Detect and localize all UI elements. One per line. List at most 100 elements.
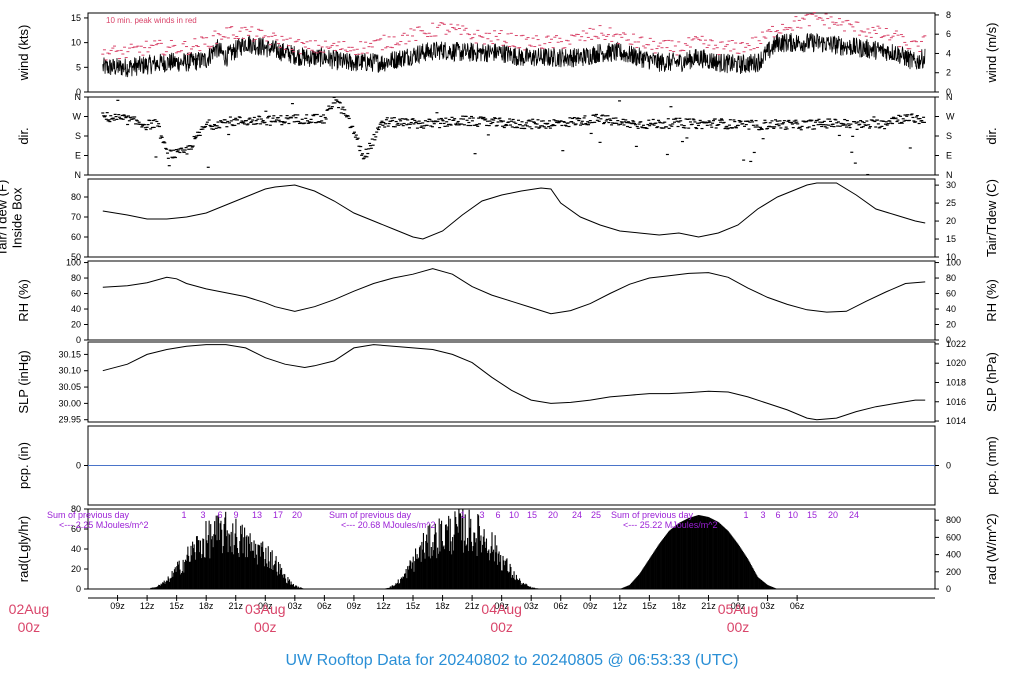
x-tick-label: 00z [258,601,273,611]
rh-ylabel-right-line: RH (%) [984,279,999,322]
date-label-hour: 00z [490,619,513,635]
rad-hour-mark: 3 [200,510,205,520]
rad-hour-mark: 25 [591,510,601,520]
rad-hour-mark: 17 [273,510,283,520]
dir-panel-frame [87,96,936,176]
rad-ytick-label-left: 80 [71,504,81,514]
wind-ylabel-left: wind (kts) [16,25,31,82]
rh-ylabel-right: RH (%) [984,279,999,322]
rh-panel-frame [87,260,936,341]
slp-ytick-label-left: 30.10 [58,366,81,376]
x-tick-label: 21z [701,601,716,611]
rh-line [102,268,926,315]
rad-ytick-label-left: 40 [71,544,81,554]
wind-ytick-label-right: 2 [946,68,951,78]
rh-ytick-label-right: 20 [946,320,956,330]
x-tick-label: 18z [672,601,687,611]
dir-ytick-label-right: N [946,170,953,180]
x-tick-label: 00z [494,601,509,611]
temp-ytick-label-left: 80 [71,192,81,202]
rad-ytick-label-left: 60 [71,524,81,534]
pcp-ytick-label-left: 0 [76,461,81,471]
x-tick-label: 18z [435,601,450,611]
date-label-hour: 00z [18,619,41,635]
dir-ytick-label-right: E [946,151,952,161]
date-label: 03Aug [245,601,285,617]
dir-ytick-label-right: S [946,131,952,141]
x-tick-label: 21z [228,601,243,611]
temp-ylabel-left-line: Inside Box [10,187,25,248]
slp-ylabel-right: SLP (hPa) [984,352,999,412]
rad-hour-mark: 6 [495,510,500,520]
dir-ytick-label-left: S [75,131,81,141]
pcp-ylabel-right: pcp. (mm) [984,436,999,495]
rad-note-title: Sum of previous day [329,510,412,520]
dir-ytick-label-left: E [75,151,81,161]
wind-ytick-label-right: 8 [946,10,951,20]
dir-ylabel-left: dir. [16,127,31,144]
rad-hour-mark: 13 [252,510,262,520]
rad-hour-mark: 20 [828,510,838,520]
slp-ytick-label-left: 30.15 [58,349,81,359]
pcp-ytick-label-right: 0 [946,461,951,471]
rad-ylabel-right: rad (W/m^2) [984,513,999,584]
temp-ytick-label-left: 60 [71,232,81,242]
rad-ytick-label-right: 800 [946,515,961,525]
rad-hour-mark: 6 [217,510,222,520]
rad-note-title: Sum of previous day [611,510,694,520]
temp-ylabel-left-line: Tair/Tdew (F) [0,180,10,257]
date-label-hour: 00z [254,619,277,635]
rh-ytick-label-left: 20 [71,320,81,330]
x-tick-label: 15z [406,601,421,611]
rad-hour-mark: 9 [233,510,238,520]
rad-ytick-label-right: 0 [946,584,951,594]
rad-hour-mark: 1 [460,510,465,520]
x-tick-label: 06z [317,601,332,611]
slp-ytick-label-right: 1016 [946,397,966,407]
rh-ytick-label-left: 0 [76,335,81,345]
temp-ytick-label-right: 15 [946,234,956,244]
rad-ytick-label-left: 20 [71,564,81,574]
x-tick-label: 12z [140,601,155,611]
x-tick-label: 09z [110,601,125,611]
slp-ytick-label-right: 1022 [946,339,966,349]
rad-hour-mark: 20 [548,510,558,520]
temp-ytick-label-right: 30 [946,180,956,190]
rad-hour-mark: 6 [775,510,780,520]
pcp-ylabel-left-line: pcp. (in) [16,442,31,489]
wind-ytick-label-left: 15 [71,13,81,23]
x-tick-label: 09z [583,601,598,611]
wind-annotation: 10 min. peak winds in red [106,16,197,25]
dir-ytick-label-left: W [73,112,82,122]
x-tick-label: 00z [731,601,746,611]
rh-ytick-label-left: 80 [71,273,81,283]
slp-ytick-label-left: 30.00 [58,398,81,408]
slp-ylabel-left-line: SLP (inHg) [16,350,31,413]
rad-note-sum: <--- 20.68 MJoules/m^2 [341,520,436,530]
pcp-ylabel-left: pcp. (in) [16,442,31,489]
rad-hour-mark: 10 [509,510,519,520]
slp-ytick-label-right: 1020 [946,358,966,368]
rad-hour-mark: 24 [572,510,582,520]
pcp-ylabel-right-line: pcp. (mm) [984,436,999,495]
temp-ytick-label-right: 20 [946,216,956,226]
date-label-hour: 00z [727,619,750,635]
rh-ylabel-left: RH (%) [16,279,31,322]
rad-hour-mark: 1 [181,510,186,520]
rad-hour-mark: 10 [788,510,798,520]
x-tick-label: 03z [760,601,775,611]
rad-hour-mark: 1 [743,510,748,520]
rad-note-sum: <--- 2.25 MJoules/m^2 [59,520,149,530]
wind-ylabel-right: wind (m/s) [984,23,999,84]
dir-ylabel-right-line: dir. [984,127,999,144]
x-tick-label: 03z [288,601,303,611]
dir-points [101,96,926,176]
rad-hour-mark: 15 [527,510,537,520]
x-tick-label: 15z [642,601,657,611]
rh-ytick-label-left: 40 [71,304,81,314]
slp-ytick-label-right: 1018 [946,377,966,387]
temp-ylabel-right-line: Tair/Tdew (C) [984,179,999,257]
x-tick-label: 03z [524,601,539,611]
rh-ytick-label-right: 0 [946,335,951,345]
temp-ylabel-right: Tair/Tdew (C) [984,179,999,257]
